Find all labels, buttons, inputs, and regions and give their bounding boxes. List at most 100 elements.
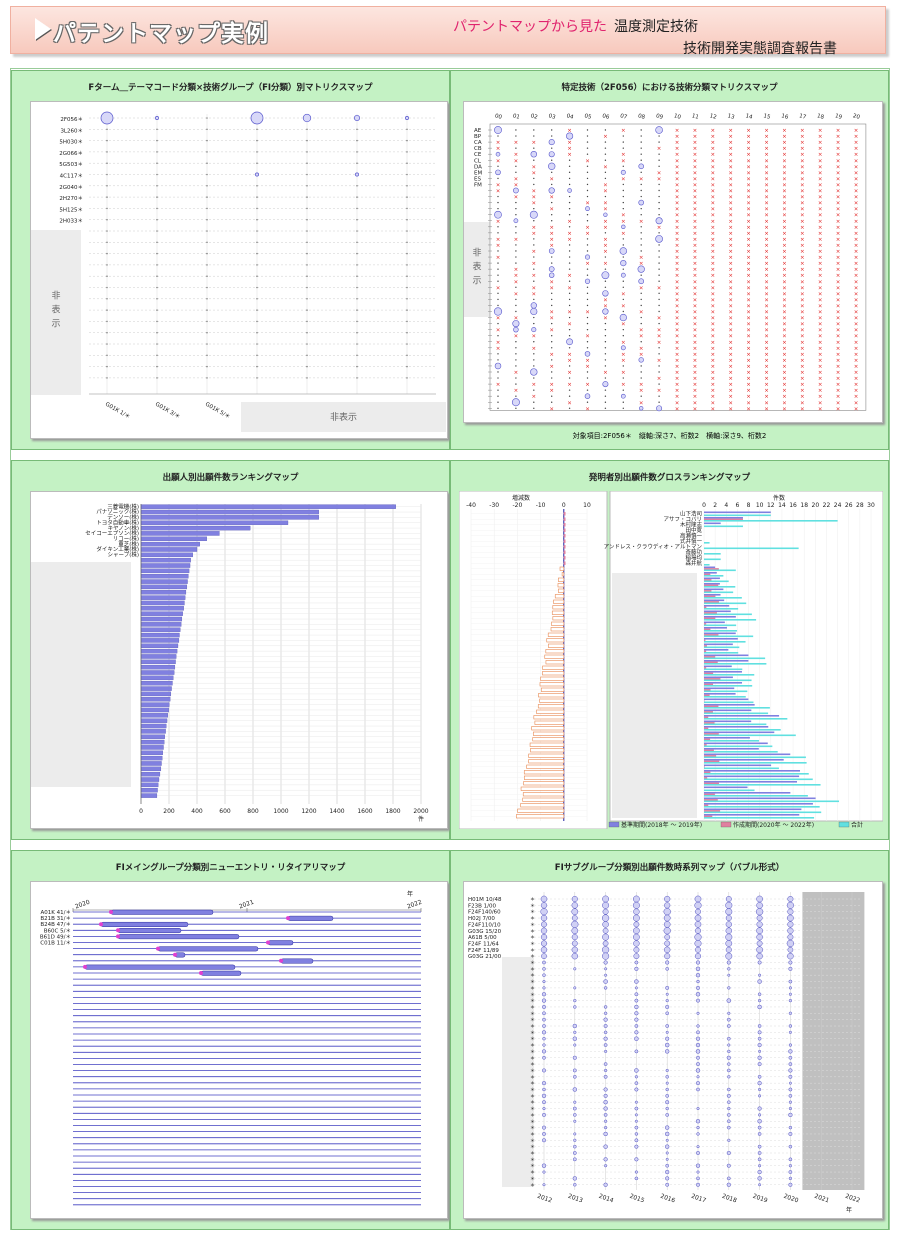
cross-mark: × bbox=[764, 207, 769, 213]
cross-mark: × bbox=[764, 285, 769, 291]
dot bbox=[658, 256, 660, 258]
dot bbox=[658, 298, 660, 301]
bar-base bbox=[704, 792, 791, 794]
bubble bbox=[726, 1163, 731, 1168]
bubble bbox=[548, 266, 555, 272]
bubble bbox=[758, 1087, 762, 1092]
dot bbox=[640, 153, 642, 155]
bubble bbox=[603, 1043, 608, 1047]
bar-diff bbox=[539, 698, 565, 703]
cross-mark: × bbox=[818, 400, 823, 406]
cross-mark: × bbox=[639, 346, 644, 352]
tick-label: 20 bbox=[812, 502, 820, 509]
cross-mark: × bbox=[782, 195, 787, 201]
cross-mark: × bbox=[710, 310, 715, 316]
year-label: 2017 bbox=[690, 1193, 707, 1205]
cross-mark: × bbox=[854, 279, 859, 285]
row-marker: ＊ bbox=[530, 1164, 535, 1170]
dot bbox=[568, 159, 571, 161]
dot bbox=[533, 389, 535, 391]
bubble bbox=[757, 1125, 762, 1130]
cross-mark: × bbox=[746, 358, 751, 364]
ranking-chart: 0 200 400 600 800 1000 1200 1400 1600 1800 2000件三菱… bbox=[31, 502, 429, 823]
bar-current bbox=[704, 810, 721, 812]
cross-mark: × bbox=[603, 189, 608, 195]
cross-mark: × bbox=[782, 267, 787, 273]
cross-mark: × bbox=[675, 297, 680, 303]
bar bbox=[140, 531, 220, 536]
cross-mark: × bbox=[854, 394, 859, 400]
cross-mark: × bbox=[854, 176, 859, 182]
cross-mark: × bbox=[836, 219, 841, 225]
bubble bbox=[788, 1182, 793, 1187]
bar-current bbox=[704, 804, 709, 806]
cross-mark: × bbox=[854, 297, 859, 303]
dot bbox=[497, 177, 499, 180]
bubble bbox=[788, 1030, 792, 1034]
dot bbox=[568, 280, 571, 282]
cross-mark: × bbox=[728, 219, 733, 225]
cross-mark: × bbox=[675, 134, 680, 140]
bubble bbox=[756, 915, 763, 922]
tick-label: 2 bbox=[713, 502, 717, 509]
tick-label: 600 bbox=[219, 808, 231, 815]
cross-mark: × bbox=[603, 261, 608, 267]
dot bbox=[586, 401, 589, 403]
cross-mark: × bbox=[818, 340, 823, 346]
play-arrow-icon bbox=[35, 18, 51, 40]
cross-mark: × bbox=[710, 376, 715, 382]
bubble bbox=[665, 1094, 670, 1098]
bar-total bbox=[704, 608, 739, 610]
bubble bbox=[542, 1024, 546, 1028]
row-marker: ＊ bbox=[530, 1081, 535, 1087]
cross-mark: × bbox=[746, 316, 751, 322]
dot bbox=[586, 292, 589, 295]
dot bbox=[658, 250, 660, 252]
tick-label: 16 bbox=[789, 502, 797, 509]
bubble bbox=[604, 1164, 608, 1168]
bar-current bbox=[704, 518, 743, 520]
tick-label: 14 bbox=[778, 502, 786, 509]
cross-mark: × bbox=[854, 285, 859, 291]
tick-label: 1000 bbox=[273, 808, 288, 815]
bar-base bbox=[704, 572, 717, 574]
bubble bbox=[572, 1074, 577, 1079]
cross-mark: × bbox=[710, 219, 715, 225]
bubble bbox=[756, 895, 763, 903]
bar-base bbox=[704, 808, 802, 811]
bubble bbox=[255, 172, 259, 177]
bubble bbox=[542, 1170, 546, 1174]
cross-mark: × bbox=[746, 207, 751, 213]
bubble bbox=[665, 1176, 670, 1181]
bubble bbox=[788, 1157, 793, 1162]
hidden-block bbox=[241, 402, 446, 432]
bubble bbox=[604, 1068, 608, 1073]
col-label: G01K 3/＊ bbox=[154, 401, 181, 421]
bar-base bbox=[704, 632, 736, 635]
cross-mark: × bbox=[710, 297, 715, 303]
year-label: 2021 bbox=[813, 1193, 830, 1205]
cross-mark: × bbox=[693, 322, 698, 328]
cross-mark: × bbox=[782, 225, 787, 231]
bar bbox=[140, 664, 176, 670]
year-label: 2015 bbox=[629, 1193, 646, 1205]
dot bbox=[497, 274, 499, 276]
cross-mark: × bbox=[764, 225, 769, 231]
cross-mark: × bbox=[639, 334, 644, 340]
bubble bbox=[756, 952, 763, 960]
bubble bbox=[788, 1043, 793, 1047]
cross-mark: × bbox=[675, 237, 680, 243]
cross-mark: × bbox=[818, 382, 823, 388]
dot bbox=[658, 371, 660, 373]
cross-mark: × bbox=[818, 213, 823, 219]
cross-mark: × bbox=[836, 394, 841, 400]
cross-mark: × bbox=[854, 358, 859, 364]
cross-mark: × bbox=[836, 182, 841, 188]
cross-mark: × bbox=[836, 261, 841, 267]
cross-mark: × bbox=[764, 201, 769, 207]
bar-diff bbox=[557, 583, 565, 588]
bubble bbox=[788, 1112, 793, 1118]
cross-mark: × bbox=[621, 291, 626, 297]
cross-mark: × bbox=[710, 152, 715, 158]
dot bbox=[515, 214, 517, 216]
